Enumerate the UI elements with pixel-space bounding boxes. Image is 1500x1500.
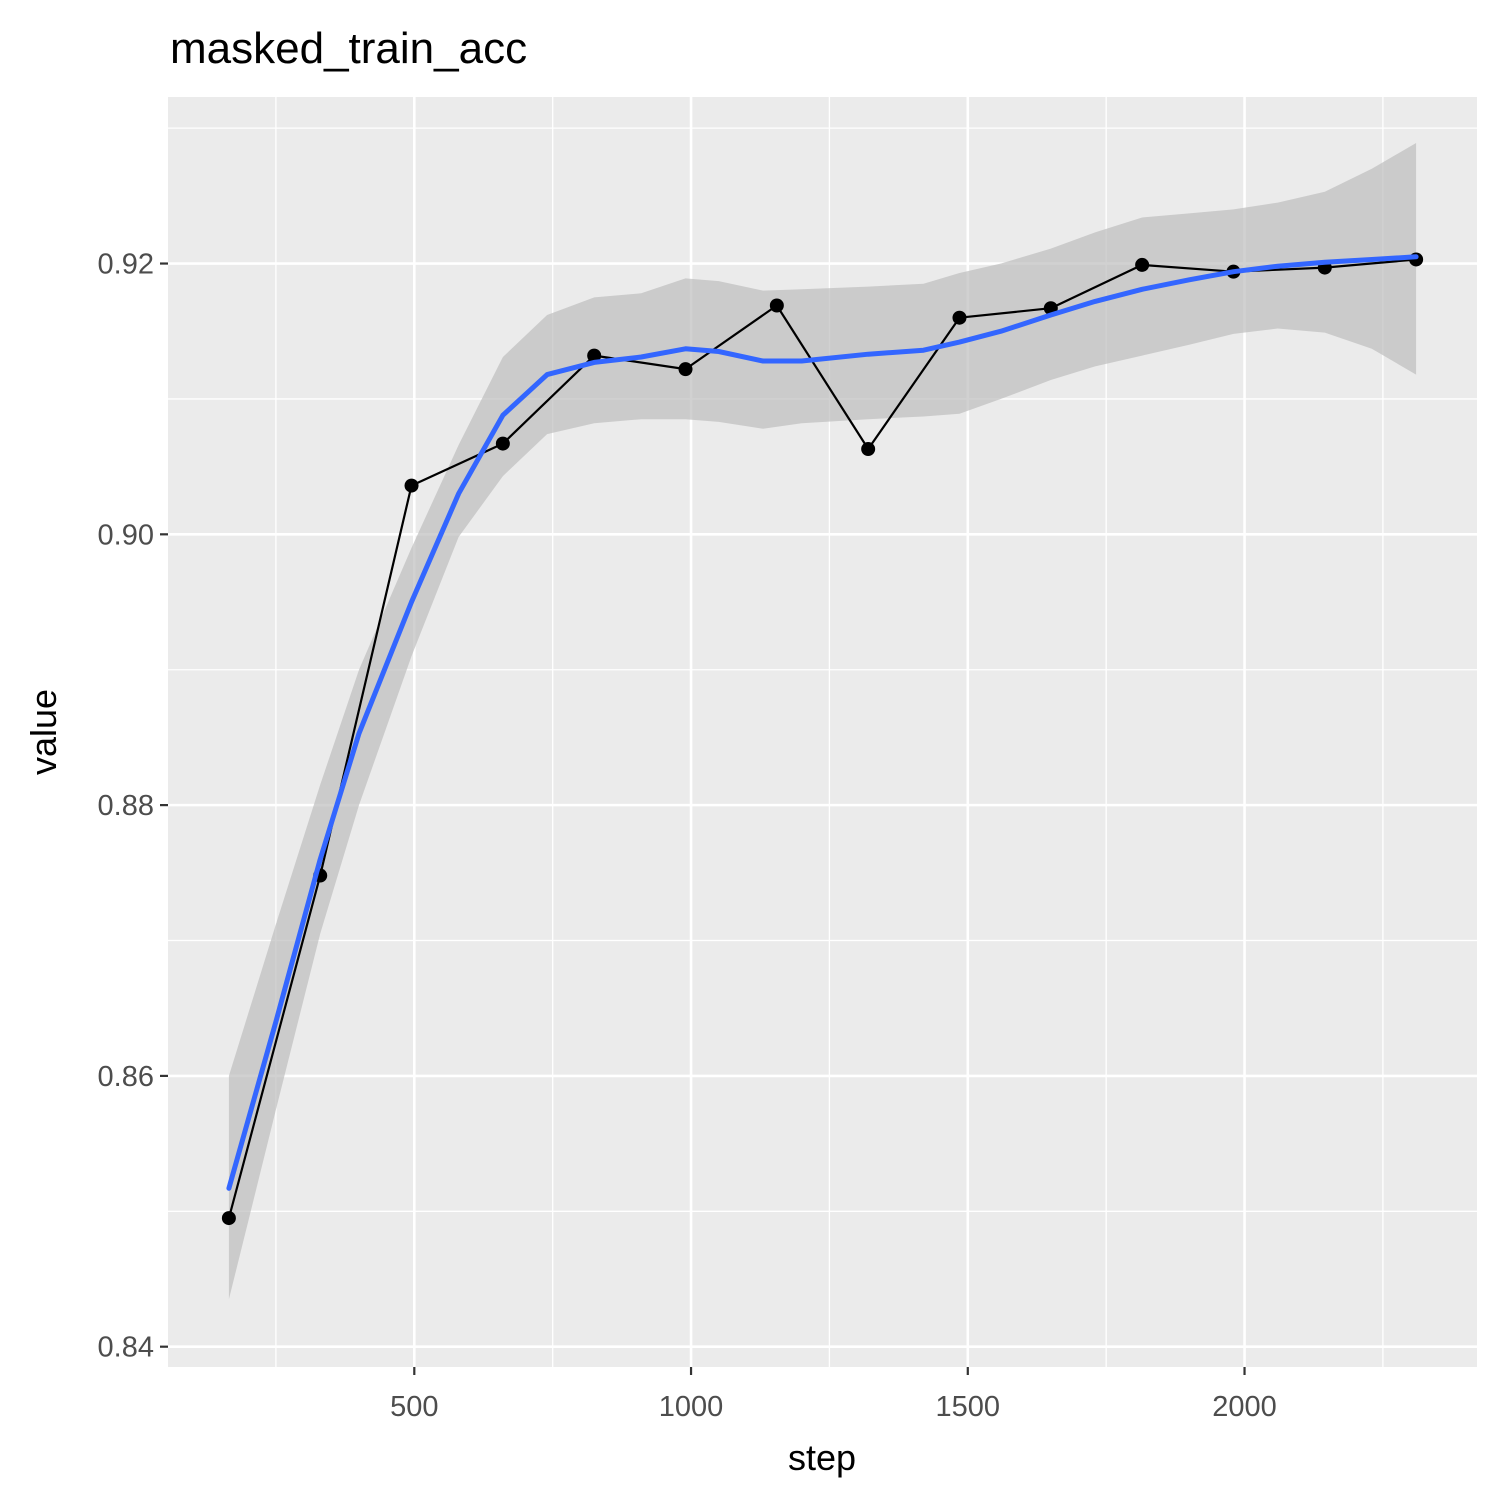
x-axis-title: step (788, 1437, 856, 1478)
y-tick-label: 0.90 (98, 519, 154, 551)
y-tick-label: 0.84 (98, 1332, 154, 1364)
data-point (587, 348, 602, 363)
confidence-ribbon (228, 143, 1417, 1300)
y-tick-label: 0.86 (98, 1061, 154, 1093)
x-tick-label: 500 (390, 1391, 438, 1423)
x-axis: 500 1000 1500 2000 (390, 1367, 1277, 1423)
data-point (404, 478, 419, 493)
data-point (1135, 257, 1150, 272)
y-axis: 0.84 0.86 0.88 0.90 0.92 (98, 249, 168, 1364)
chart-title: masked_train_acc (170, 24, 527, 73)
data-point (769, 298, 784, 313)
x-tick-label: 1500 (936, 1391, 1001, 1423)
y-tick-label: 0.92 (98, 249, 154, 281)
data-point (495, 436, 510, 451)
y-axis-title: value (23, 689, 64, 775)
ribbon-layer (228, 143, 1417, 1300)
data-point (678, 362, 693, 377)
x-tick-label: 1000 (659, 1391, 724, 1423)
observed-layer (221, 252, 1424, 1226)
data-point (952, 310, 967, 325)
smooth-layer (226, 254, 1419, 1191)
x-tick-label: 2000 (1212, 1391, 1277, 1423)
smooth-line (226, 254, 1419, 1191)
y-tick-label: 0.88 (98, 790, 154, 822)
data-point (861, 442, 876, 457)
observed-line (227, 258, 1417, 1219)
data-point (221, 1211, 236, 1226)
